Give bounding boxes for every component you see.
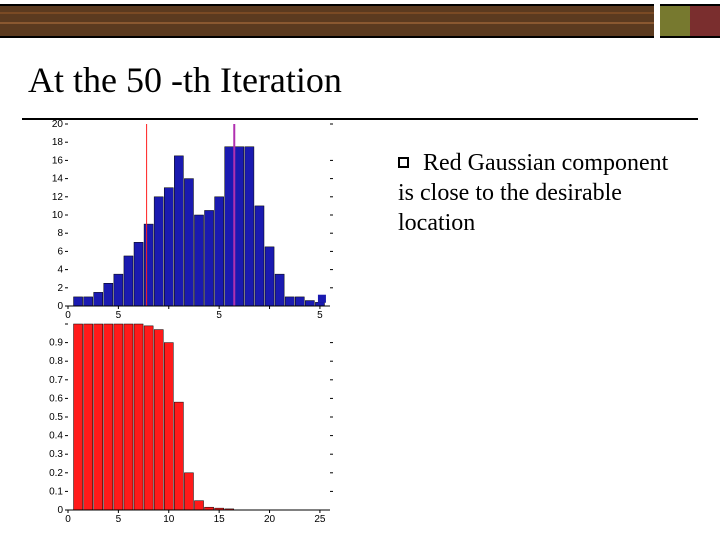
bullet-text: Red Gaussian component is close to the d… <box>398 150 668 236</box>
svg-text:25: 25 <box>314 514 326 525</box>
svg-text:10: 10 <box>52 210 64 221</box>
svg-text:0.4: 0.4 <box>49 431 63 442</box>
svg-text:8: 8 <box>57 228 63 239</box>
svg-text:10: 10 <box>163 514 175 525</box>
svg-text:0: 0 <box>57 505 63 516</box>
svg-text:0.3: 0.3 <box>49 449 63 460</box>
svg-text:0.9: 0.9 <box>49 338 63 349</box>
svg-text:14: 14 <box>52 174 64 185</box>
svg-text:2: 2 <box>57 283 63 294</box>
svg-text:0.2: 0.2 <box>49 468 63 479</box>
svg-text:15: 15 <box>214 514 226 525</box>
svg-text:5: 5 <box>116 514 122 525</box>
svg-text:0.1: 0.1 <box>49 486 63 497</box>
accent-square-olive <box>660 6 690 36</box>
svg-text:0: 0 <box>57 301 63 312</box>
bullet-marker-icon <box>398 157 409 168</box>
svg-text:18: 18 <box>52 137 64 148</box>
svg-text:16: 16 <box>52 155 64 166</box>
decorative-top-band <box>0 0 720 42</box>
charts-panel: 0 2 4 6 8 10 12 14 16 18 20 0 5 5 5 0 0.1 0.2 0.3 0.4 0.5 0.… <box>40 120 370 535</box>
svg-text:0.7: 0.7 <box>49 375 63 386</box>
top-histogram: 0 2 4 6 8 10 12 14 16 18 20 0 5 5 5 <box>40 120 340 320</box>
bottom-histogram: 0 0.1 0.2 0.3 0.4 0.5 0.6 0.7 0.8 0.9 0 5 10 15 20 25 <box>40 320 340 530</box>
svg-text:0.8: 0.8 <box>49 356 63 367</box>
svg-text:20: 20 <box>264 514 276 525</box>
slide-title: At the 50 -th Iteration <box>28 62 342 100</box>
accent-square-maroon <box>690 6 720 36</box>
bullet-item: Red Gaussian component is close to the d… <box>398 148 690 238</box>
svg-text:4: 4 <box>57 265 63 276</box>
svg-text:0: 0 <box>65 514 71 525</box>
slide-root: At the 50 -th Iteration Red Gaussian com… <box>0 0 720 540</box>
svg-text:20: 20 <box>52 120 64 130</box>
svg-text:5: 5 <box>116 310 122 320</box>
svg-text:0.5: 0.5 <box>49 412 63 423</box>
svg-text:12: 12 <box>52 192 64 203</box>
svg-text:5: 5 <box>216 310 222 320</box>
svg-text:0.6: 0.6 <box>49 393 63 404</box>
svg-text:6: 6 <box>57 246 63 257</box>
svg-text:5: 5 <box>317 310 323 320</box>
svg-text:0: 0 <box>65 310 71 320</box>
